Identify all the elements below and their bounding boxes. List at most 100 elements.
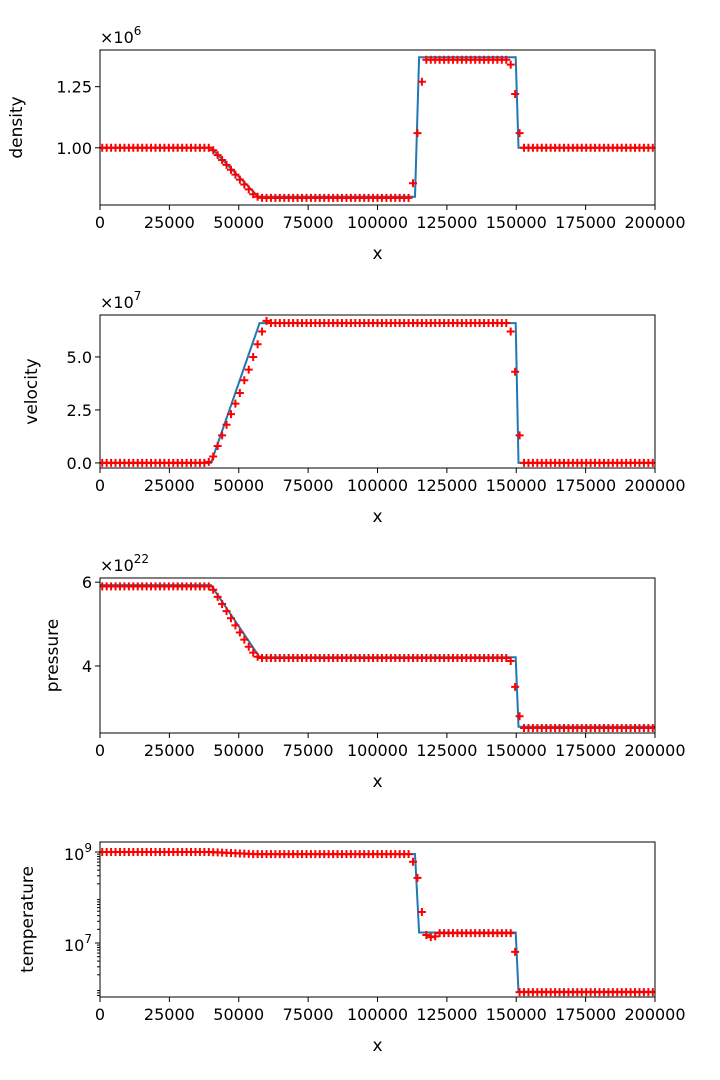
data-point-marker: [262, 316, 271, 325]
subplot-density: 0 25000 50000 75000 100000 125000 150000 175000…: [7, 24, 686, 264]
data-point-marker: [226, 410, 235, 419]
data-point-marker: [235, 628, 244, 637]
data-point-marker: [235, 175, 244, 184]
y-tick-label: 109: [64, 841, 92, 864]
x-tick-label: 0: [95, 1005, 105, 1024]
data-point-marker: [204, 143, 213, 152]
x-tick-label: 25000: [144, 476, 195, 495]
y-axis-label: density: [7, 96, 27, 158]
x-tick-label: 175000: [555, 741, 616, 760]
x-tick-label: 25000: [144, 741, 195, 760]
x-tick-label: 150000: [486, 476, 547, 495]
series-line: [100, 322, 655, 464]
data-point-marker: [240, 635, 249, 644]
data-point-marker: [249, 648, 258, 657]
x-tick-label: 175000: [555, 1005, 616, 1024]
data-point-marker: [515, 129, 524, 138]
x-tick-label: 50000: [213, 741, 264, 760]
x-tick-label: 100000: [347, 741, 408, 760]
y-tick-label: 4: [82, 657, 92, 676]
data-point-marker: [409, 179, 418, 188]
data-point-marker: [502, 55, 511, 64]
subplot-pressure: 0 25000 50000 75000 100000 125000 150000 175000…: [43, 552, 686, 792]
data-point-marker: [506, 327, 515, 336]
data-point-marker: [249, 190, 258, 199]
data-point-marker: [648, 458, 655, 467]
data-point-marker: [506, 929, 515, 938]
offset-text: ×1022: [100, 552, 149, 575]
data-point-marker: [213, 592, 222, 601]
data-point-marker: [502, 654, 511, 663]
y-tick-label: 6: [82, 573, 92, 592]
offset-text: ×106: [100, 24, 141, 47]
x-tick-label: 150000: [486, 1005, 547, 1024]
data-point-marker: [502, 319, 511, 328]
y-tick-label: 1.25: [56, 78, 92, 97]
y-axis-label: pressure: [43, 619, 63, 692]
data-point-marker: [515, 431, 524, 440]
offset-text: ×107: [100, 289, 141, 312]
data-point-marker: [648, 143, 655, 152]
data-point-marker: [209, 585, 218, 594]
y-tick-label: 0.0: [67, 454, 92, 473]
x-tick-label: 175000: [555, 476, 616, 495]
x-tick-label: 75000: [283, 741, 334, 760]
subplot-temperature: 0 25000 50000 75000 100000 125000 150000 175000…: [18, 841, 686, 1056]
y-tick-label: 1.00: [56, 139, 92, 158]
data-point-marker: [240, 376, 249, 385]
x-tick-label: 0: [95, 476, 105, 495]
y-tick-label: 5.0: [67, 348, 92, 367]
x-tick-label: 150000: [486, 741, 547, 760]
data-point-marker: [417, 908, 426, 917]
data-point-marker: [244, 365, 253, 374]
x-tick-label: 100000: [347, 1005, 408, 1024]
x-tick-label: 100000: [347, 476, 408, 495]
data-point-marker: [511, 682, 520, 691]
data-point-marker: [511, 947, 520, 956]
x-tick-label: 50000: [213, 213, 264, 232]
data-point-marker: [253, 192, 262, 201]
data-point-marker: [213, 441, 222, 450]
series-line: [100, 56, 655, 198]
x-tick-label: 50000: [213, 476, 264, 495]
x-tick-label: 125000: [416, 213, 477, 232]
x-tick-label: 200000: [624, 476, 685, 495]
data-point-marker: [258, 327, 267, 336]
data-point-marker: [218, 599, 227, 608]
data-point-marker: [648, 723, 655, 732]
data-point-marker: [249, 352, 258, 361]
x-tick-label: 25000: [144, 1005, 195, 1024]
x-tick-label: 200000: [624, 741, 685, 760]
data-point-marker: [226, 614, 235, 623]
data-point-marker: [218, 156, 227, 165]
x-tick-label: 175000: [555, 213, 616, 232]
data-point-marker: [404, 850, 413, 859]
data-point-marker: [244, 642, 253, 651]
x-tick-label: 125000: [416, 741, 477, 760]
data-point-marker: [253, 340, 262, 349]
data-point-marker: [244, 185, 253, 194]
data-point-marker: [231, 621, 240, 630]
x-tick-label: 200000: [624, 1005, 685, 1024]
data-point-marker: [413, 873, 422, 882]
x-axis-label: x: [372, 244, 382, 264]
x-tick-label: 75000: [283, 476, 334, 495]
axes-frame: [99, 841, 656, 998]
data-point-marker: [213, 151, 222, 160]
data-point-marker: [204, 582, 213, 591]
data-point-marker: [511, 90, 520, 99]
subplot-velocity: 0 25000 50000 75000 100000 125000 150000 175000…: [22, 289, 686, 527]
y-tick-label: 2.5: [67, 401, 92, 420]
x-axis-label: x: [372, 772, 382, 792]
axes-frame: [99, 49, 656, 206]
data-point-marker: [506, 656, 515, 665]
series-line: [100, 851, 655, 993]
data-point-marker: [222, 420, 231, 429]
data-point-marker: [204, 457, 213, 466]
x-tick-label: 200000: [624, 213, 685, 232]
data-point-marker: [431, 932, 440, 941]
data-point-marker: [231, 170, 240, 179]
x-tick-label: 25000: [144, 213, 195, 232]
data-point-marker: [417, 77, 426, 86]
data-point-marker: [422, 930, 431, 939]
